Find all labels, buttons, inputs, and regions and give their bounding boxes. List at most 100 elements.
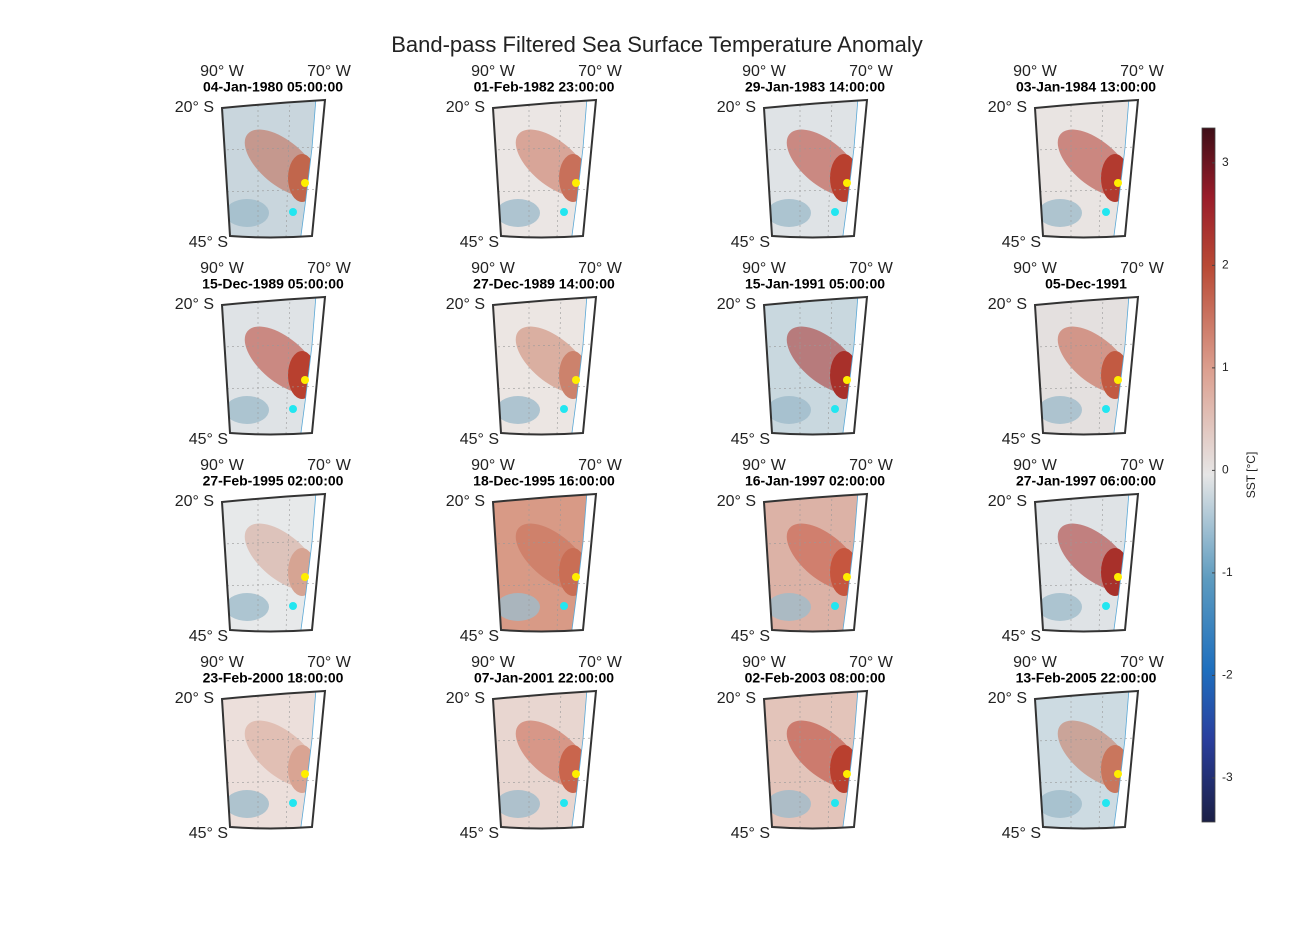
graticule (1035, 385, 1138, 390)
map-panel: 90° W 70° W16-Jan-1997 02:00:00 20° S 45° S (717, 457, 894, 645)
graticule (764, 779, 867, 784)
lat-label: 45° S (460, 234, 499, 251)
map-panel: 90° W 70° W15-Jan-1991 05:00:00 20° S 45° S (717, 260, 894, 448)
cold-region (767, 593, 811, 621)
site-south (289, 208, 297, 216)
graticule (285, 297, 291, 435)
lon-label: 70° W (307, 63, 352, 80)
lat-label: 20° S (988, 493, 1027, 510)
cold-region (225, 199, 269, 227)
map-frame (491, 98, 598, 239)
map-panel: 90° W 70° W27-Dec-1989 14:00:00 20° S 45° S (446, 260, 623, 448)
map-content (493, 297, 596, 435)
cold-region (1038, 790, 1082, 818)
site-south (831, 405, 839, 413)
graticule (493, 540, 596, 545)
lon-label: 70° W (307, 457, 352, 474)
map-frame (491, 492, 598, 633)
graticule (827, 494, 833, 632)
graticule (556, 100, 562, 238)
map-frame (491, 295, 598, 436)
graticule (493, 582, 596, 587)
lat-label: 45° S (731, 628, 770, 645)
lon-label: 90° W (1013, 457, 1058, 474)
graticule (285, 100, 291, 238)
site-north (1114, 179, 1122, 187)
map-panel: 90° W 70° W03-Jan-1984 13:00:00 20° S 45° S (988, 63, 1165, 251)
map-content (493, 494, 596, 632)
site-south (560, 602, 568, 610)
lat-label: 20° S (446, 690, 485, 707)
cold-region (225, 790, 269, 818)
lat-label: 20° S (717, 493, 756, 510)
lat-label: 20° S (717, 99, 756, 116)
lon-label: 90° W (1013, 654, 1058, 671)
lon-label: 90° W (471, 260, 516, 277)
site-south (1102, 208, 1110, 216)
lat-label: 20° S (175, 296, 214, 313)
colorbar-tick-label: 1 (1222, 360, 1229, 374)
site-south (1102, 799, 1110, 807)
site-north (572, 179, 580, 187)
lon-label: 70° W (578, 63, 623, 80)
lat-label: 45° S (731, 825, 770, 842)
map-panel: 90° W 70° W01-Feb-1982 23:00:00 20° S 45° S (446, 63, 623, 251)
graticule (764, 146, 867, 151)
site-north (301, 179, 309, 187)
map-content (222, 494, 325, 632)
graticule (1098, 494, 1104, 632)
map-panel: 90° W 70° W18-Dec-1995 16:00:00 20° S 45° S (446, 457, 623, 645)
graticule (1035, 188, 1138, 193)
map-frame (762, 98, 869, 239)
site-south (560, 405, 568, 413)
lat-label: 45° S (1002, 825, 1041, 842)
graticule (1098, 297, 1104, 435)
lon-label: 90° W (742, 63, 787, 80)
graticule (1035, 582, 1138, 587)
site-north (843, 179, 851, 187)
graticule (827, 297, 833, 435)
map-content (222, 297, 325, 435)
colorbar-label: SST [°C] (1244, 452, 1258, 499)
lon-label: 70° W (1120, 63, 1165, 80)
graticule (764, 540, 867, 545)
map-panel: 90° W 70° W04-Jan-1980 05:00:00 20° S 45° S (175, 63, 352, 251)
panel-date: 05-Dec-1991 (1045, 276, 1127, 292)
site-south (560, 208, 568, 216)
map-content (493, 691, 596, 829)
site-north (843, 573, 851, 581)
lat-label: 45° S (1002, 628, 1041, 645)
lon-label: 90° W (200, 63, 245, 80)
graticule (222, 188, 325, 193)
graticule (493, 737, 596, 742)
lat-label: 45° S (189, 431, 228, 448)
lon-label: 70° W (849, 260, 894, 277)
lon-label: 90° W (471, 457, 516, 474)
site-north (301, 770, 309, 778)
graticule (222, 737, 325, 742)
lon-label: 90° W (471, 63, 516, 80)
graticule (764, 343, 867, 348)
map-frame (220, 295, 327, 436)
site-south (560, 799, 568, 807)
graticule (222, 582, 325, 587)
map-content (1035, 100, 1138, 238)
colorbar-tick-label: 3 (1222, 155, 1229, 169)
lon-label: 70° W (849, 654, 894, 671)
lon-label: 70° W (1120, 260, 1165, 277)
lat-label: 20° S (988, 690, 1027, 707)
panel-date: 16-Jan-1997 02:00:00 (745, 473, 885, 489)
lat-label: 20° S (175, 690, 214, 707)
map-panel: 90° W 70° W13-Feb-2005 22:00:00 20° S 45° S (988, 654, 1165, 842)
map-frame (220, 98, 327, 239)
map-frame (1033, 295, 1140, 436)
graticule (285, 691, 291, 829)
site-north (1114, 770, 1122, 778)
panel-date: 04-Jan-1980 05:00:00 (203, 79, 343, 95)
map-content (1035, 494, 1138, 632)
map-content (493, 100, 596, 238)
colorbar-tick-label: -2 (1222, 668, 1233, 682)
graticule (1035, 779, 1138, 784)
lat-label: 20° S (446, 493, 485, 510)
